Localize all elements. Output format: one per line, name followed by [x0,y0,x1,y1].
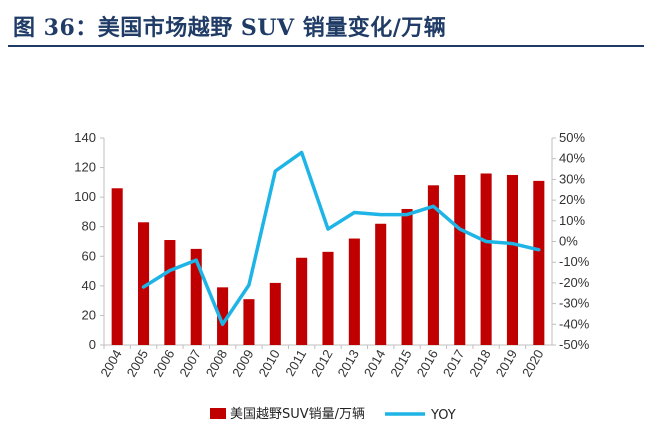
legend: 美国越野SUV销量/万辆 YOY [210,407,456,423]
right-tick-label: -20% [559,275,590,290]
bar [190,248,202,345]
bar [269,282,281,345]
right-tick-label: 10% [559,213,585,228]
legend-swatch-bar [210,408,226,419]
legend-label-yoy: YOY [430,408,456,423]
bar [480,173,492,345]
left-tick-label: 20 [82,307,96,322]
x-tick-label: 2008 [203,347,230,380]
left-tick-label: 80 [82,219,96,234]
right-tick-label: 40% [559,151,585,166]
x-tick-label: 2009 [229,347,256,380]
x-tick-label: 2019 [493,347,520,380]
left-tick-label: 100 [74,189,96,204]
x-tick-label: 2007 [176,347,203,380]
title-divider [8,45,644,47]
right-tick-label: 0% [559,234,578,249]
bar [454,174,466,345]
bar [533,180,545,345]
right-tick-label: 20% [559,192,585,207]
bar [137,222,150,345]
right-tick-label: -30% [559,296,590,311]
x-tick-label: 2005 [124,347,151,380]
x-tick-label: 2013 [334,347,361,380]
right-tick-label: 50% [559,130,585,145]
right-tick-label: -10% [559,254,590,269]
bar [427,185,439,345]
x-tick-label: 2020 [519,347,546,380]
x-tick-label: 2018 [466,347,493,380]
left-tick-label: 140 [74,130,96,145]
right-tick-label: -50% [559,337,590,352]
bar [375,223,387,345]
left-tick-label: 60 [82,248,96,263]
bar [322,251,334,345]
bar [217,287,229,345]
right-axis-ticks: 50% 40% 30% 20% 10% 0% -10% -20% -30% -40% -50% [552,130,590,352]
yoy-series [141,150,541,327]
x-tick-label: 2016 [414,347,441,380]
left-tick-label: 40 [82,278,96,293]
bar [243,299,255,345]
left-tick-label: 0 [89,337,96,352]
left-tick-label: 120 [74,160,96,175]
bar [348,238,360,345]
yoy-line [141,150,541,327]
right-tick-label: -40% [559,316,590,331]
bar-series [111,173,545,345]
x-tick-label: 2017 [440,347,467,380]
right-tick-label: 30% [559,171,585,186]
x-tick-label: 2014 [361,347,388,380]
x-tick-label: 2012 [308,347,335,380]
x-tick-label: 2015 [387,347,414,380]
left-axis-ticks: 0 20 40 60 80 100 120 140 [74,130,104,352]
bar [111,188,123,345]
chart-title: 图 36：美国市场越野 SUV 销量变化/万辆 [13,15,447,41]
x-tick-label: 2011 [282,347,309,379]
bar [401,208,413,345]
legend-label-sales: 美国越野SUV销量/万辆 [230,407,365,422]
x-tick-label: 2010 [255,347,282,380]
bar [164,240,176,345]
title-bar: 图 36：美国市场越野 SUV 销量变化/万辆 [0,0,652,50]
bar [506,174,519,345]
x-tick-label: 2004 [97,347,124,380]
bar [296,257,308,345]
x-tick-label: 2006 [150,347,177,380]
